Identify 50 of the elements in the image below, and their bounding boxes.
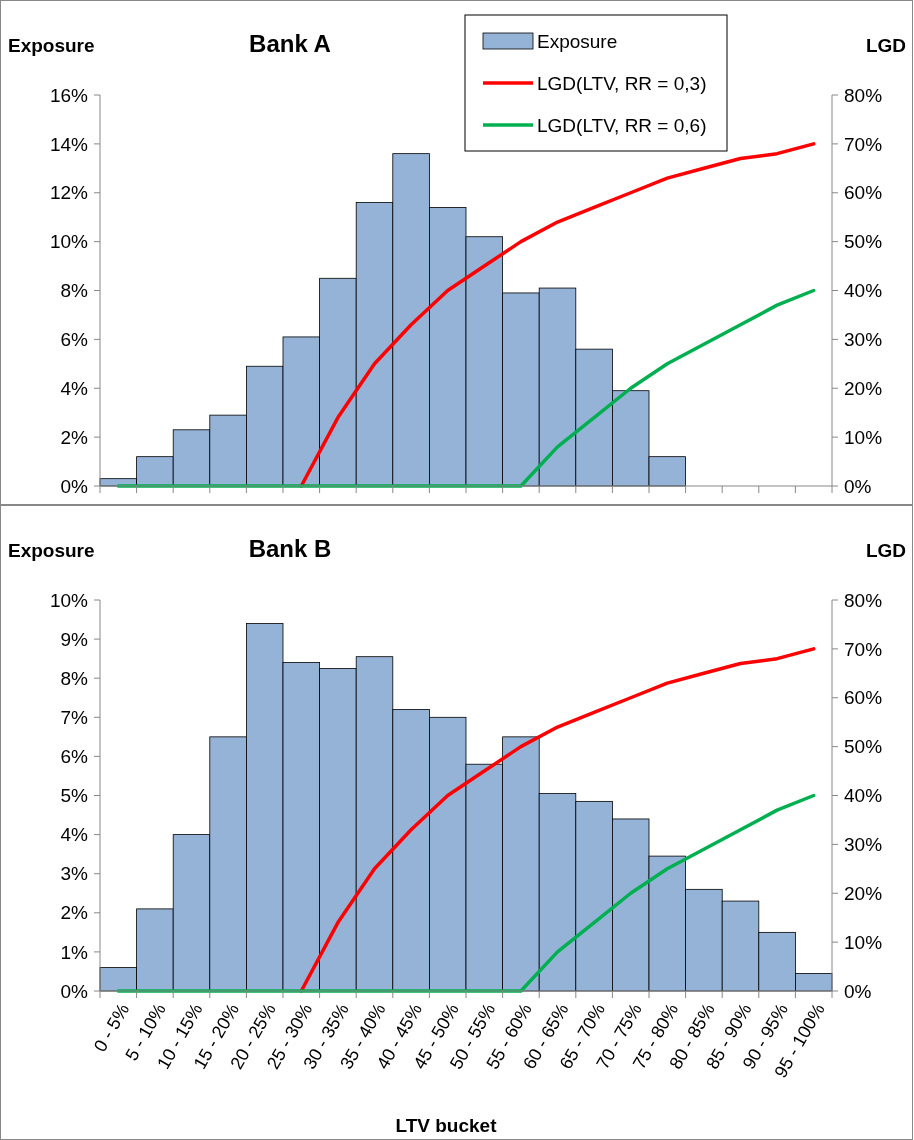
y2-tick-label: 20% — [844, 377, 883, 399]
y-tick-label: 1% — [60, 941, 89, 963]
x-axis-title: LTV bucket — [395, 1115, 498, 1136]
y-tick-label: 7% — [60, 706, 89, 728]
y2-axis-title: LGD — [865, 540, 906, 561]
y-tick-label: 16% — [49, 84, 89, 106]
y-tick-label: 10% — [49, 231, 89, 253]
y-tick-label: 8% — [60, 280, 89, 302]
y2-tick-label: 40% — [844, 785, 883, 807]
y-tick-label: 12% — [49, 182, 89, 204]
chart-title: Bank B — [248, 535, 332, 562]
legend-label: Exposure — [537, 30, 618, 52]
y-tick-label: 6% — [60, 329, 89, 351]
y2-tick-label: 30% — [844, 329, 883, 351]
y2-tick-label: 10% — [844, 931, 883, 953]
y-tick-label: 6% — [60, 746, 89, 768]
y-tick-label: 2% — [60, 902, 89, 924]
y2-tick-label: 60% — [844, 182, 883, 204]
y2-tick-label: 0% — [844, 980, 872, 1002]
y2-tick-label: 50% — [844, 231, 883, 253]
y2-tick-label: 30% — [844, 834, 883, 856]
y-tick-label: 4% — [60, 824, 89, 846]
y-axis-title: Exposure — [8, 540, 95, 561]
y-tick-label: 0% — [60, 475, 89, 497]
y-tick-label: 8% — [60, 667, 89, 689]
y2-tick-label: 80% — [844, 84, 883, 106]
y2-tick-label: 70% — [844, 638, 883, 660]
legend-label: LGD(LTV, RR = 0,3) — [537, 72, 707, 94]
chart-title: Bank A — [249, 30, 331, 57]
y-tick-label: 9% — [60, 628, 89, 650]
y-tick-label: 10% — [49, 589, 89, 611]
y2-tick-label: 80% — [844, 589, 883, 611]
y2-tick-label: 10% — [844, 426, 883, 448]
y-tick-label: 3% — [60, 863, 89, 885]
line-series — [116, 288, 816, 488]
y2-tick-label: 20% — [844, 882, 883, 904]
y2-tick-label: 0% — [844, 475, 872, 497]
y-tick-label: 5% — [60, 785, 89, 807]
y2-axis-title: LGD — [865, 35, 906, 56]
y2-tick-label: 40% — [844, 280, 883, 302]
y2-tick-label: 50% — [844, 736, 883, 758]
y-tick-label: 0% — [60, 980, 89, 1002]
y-tick-label: 4% — [60, 377, 89, 399]
y2-tick-label: 70% — [844, 133, 883, 155]
y-tick-label: 14% — [49, 133, 89, 155]
y-tick-label: 2% — [60, 426, 89, 448]
y2-tick-label: 60% — [844, 687, 883, 709]
legend-label: LGD(LTV, RR = 0,6) — [537, 114, 707, 136]
line-series — [116, 793, 816, 993]
y-axis-title: Exposure — [8, 35, 95, 56]
